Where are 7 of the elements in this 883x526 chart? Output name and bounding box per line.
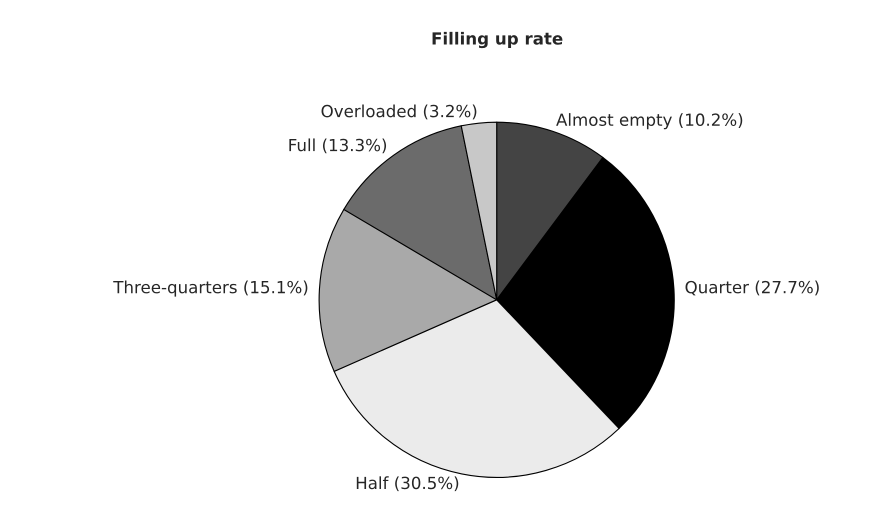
slice-label: Quarter (27.7%) [686,280,819,296]
slice-label: Overloaded (3.2%) [322,104,476,120]
slice-label: Full (13.3%) [289,138,386,154]
slice-label: Three-quarters (15.1%) [113,280,308,297]
slice-label: Half (30.5%) [356,476,458,492]
slice-label: Almost empty (10.2%) [556,113,742,130]
chart-title: Filling up rate [432,32,562,48]
